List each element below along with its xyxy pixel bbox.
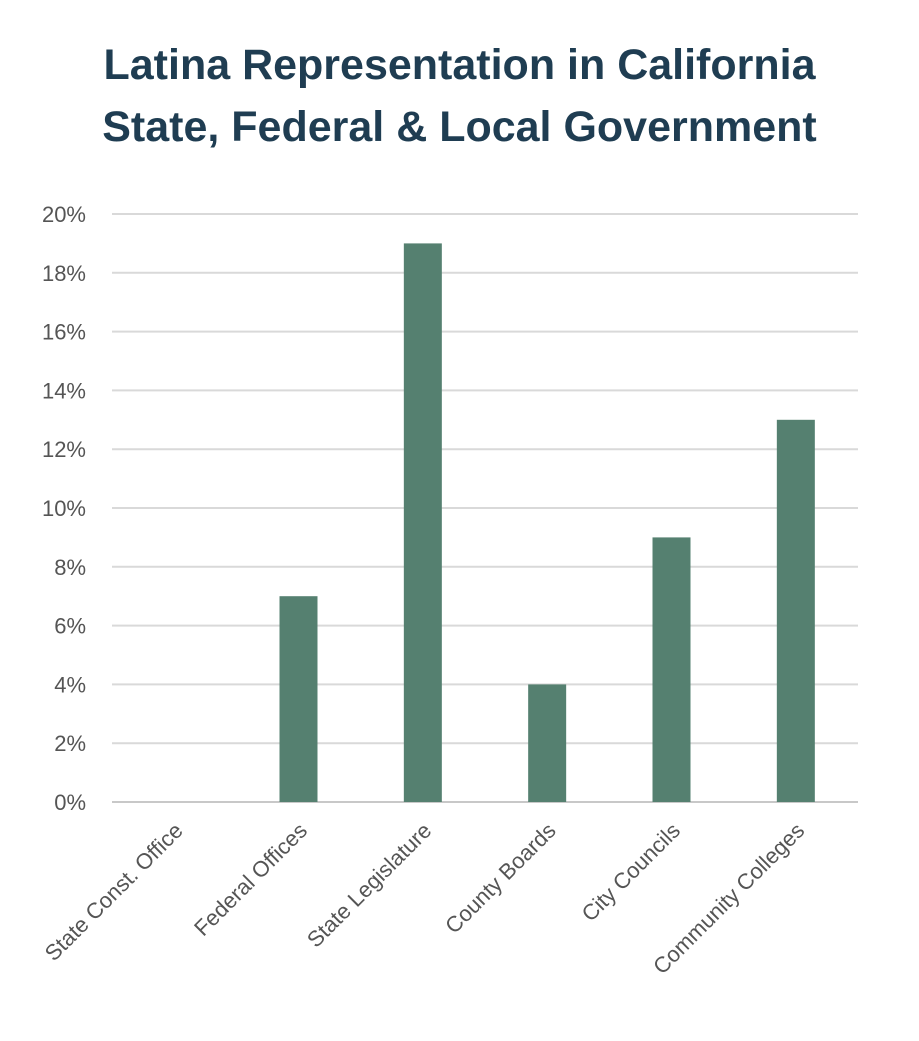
x-category-label: Federal Offices [189, 818, 312, 941]
x-category-label: City Councils [577, 818, 685, 926]
y-tick-label: 20% [42, 202, 86, 227]
y-tick-label: 0% [54, 790, 86, 815]
y-tick-label: 2% [54, 731, 86, 756]
bar [776, 419, 815, 802]
y-tick-label: 4% [54, 672, 86, 697]
y-tick-label: 12% [42, 437, 86, 462]
bar [403, 243, 442, 802]
y-tick-label: 6% [54, 614, 86, 639]
y-tick-label: 16% [42, 320, 86, 345]
chart-title-line-1: Latina Representation in California [103, 41, 816, 89]
chart-title: Latina Representation in California Stat… [0, 34, 919, 158]
y-tick-label: 8% [54, 555, 86, 580]
bar [652, 537, 691, 802]
chart-title-line-2: State, Federal & Local Government [102, 103, 817, 151]
y-tick-label: 14% [42, 378, 86, 403]
bar [279, 596, 318, 802]
x-category-label: State Legislature [302, 818, 436, 952]
x-category-label: County Boards [440, 818, 561, 939]
bar [528, 684, 567, 802]
y-tick-label: 10% [42, 496, 86, 521]
x-category-label: State Const. Office [40, 818, 188, 966]
y-tick-label: 18% [42, 261, 86, 286]
